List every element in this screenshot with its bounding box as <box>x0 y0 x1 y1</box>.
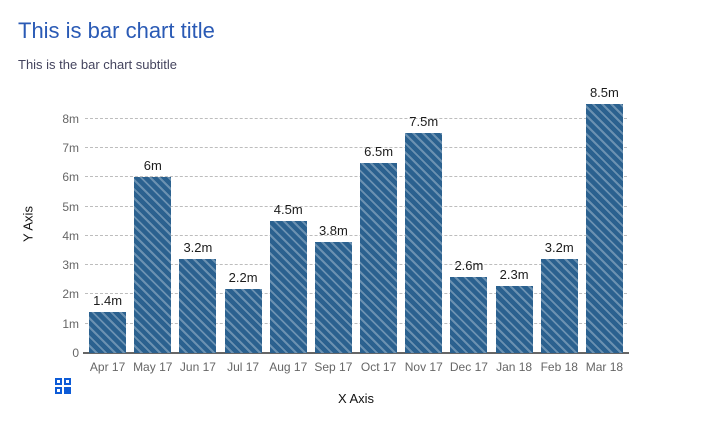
y-tick-label: 0 <box>72 346 79 360</box>
x-tick-label: Jun 17 <box>179 360 216 374</box>
bar-value-label: 2.6m <box>454 257 484 273</box>
plot-area: 0 1m 2m 3m 4m 5m 6m 7m 8m 1.4m Apr 17 6m May 17 3.2m J… <box>62 85 629 374</box>
bar-value-label: 6.5m <box>364 143 394 159</box>
bar-apr-17[interactable] <box>89 311 127 353</box>
gridline <box>85 234 627 236</box>
gridline <box>85 264 627 266</box>
x-tick-label: Aug 17 <box>269 360 308 374</box>
grid-menu-icon <box>64 378 71 385</box>
bar-value-label: 6m <box>143 158 162 174</box>
bar-jul-17[interactable] <box>224 288 262 353</box>
bar-may-17[interactable] <box>134 177 172 353</box>
bar-value-label: 1.4m <box>93 292 123 308</box>
x-tick-label: Oct 17 <box>360 360 397 374</box>
bar-feb-18[interactable] <box>540 259 578 353</box>
y-tick-label: 1m <box>62 316 79 331</box>
x-tick-label: May 17 <box>133 360 173 374</box>
x-tick-label: Mar 18 <box>585 360 624 374</box>
x-tick-label: Nov 17 <box>404 360 443 374</box>
grid-menu-icon <box>64 387 71 394</box>
y-tick-label: 4m <box>62 228 79 243</box>
export-menu-button[interactable] <box>55 378 71 394</box>
bar-jun-17[interactable] <box>179 259 217 353</box>
x-tick-label: Feb 18 <box>540 360 578 374</box>
bar-sep-17[interactable] <box>314 241 352 353</box>
y-tick-label: 2m <box>62 287 79 302</box>
y-tick-label: 6m <box>62 170 79 185</box>
y-tick-label: 5m <box>62 199 79 214</box>
bar-value-label: 3.2m <box>183 240 213 256</box>
bar-value-label: 3.2m <box>544 240 574 256</box>
x-axis-title: X Axis <box>337 391 375 406</box>
bar-value-label: 3.8m <box>318 222 348 238</box>
x-tick-label: Dec 17 <box>449 360 488 374</box>
x-tick-label: Jul 17 <box>227 360 260 374</box>
x-tick-label: Jan 18 <box>496 360 533 374</box>
y-axis-title: Y Axis <box>20 206 36 242</box>
gridline <box>85 117 627 119</box>
grid-menu-icon <box>55 378 62 385</box>
bar-value-label: 4.5m <box>273 202 303 218</box>
bar-oct-17[interactable] <box>360 162 398 353</box>
bar-nov-17[interactable] <box>405 133 443 353</box>
x-tick-label: Apr 17 <box>89 360 126 374</box>
bar-jan-18[interactable] <box>495 285 533 353</box>
y-tick-label: 8m <box>62 111 79 126</box>
bar-dec-17[interactable] <box>450 276 488 353</box>
y-tick-label: 7m <box>62 140 79 155</box>
bar-value-label: 2.3m <box>499 266 529 282</box>
grid-menu-icon <box>55 387 62 394</box>
gridline <box>85 176 627 178</box>
gridline <box>85 205 627 207</box>
chart-title: This is bar chart title <box>18 18 215 43</box>
gridline <box>85 293 627 295</box>
bar-aug-17[interactable] <box>269 221 307 353</box>
y-tick-label: 3m <box>62 258 79 273</box>
bar-value-label: 8.5m <box>589 84 619 100</box>
bar-mar-18[interactable] <box>585 103 623 353</box>
gridline <box>85 146 627 148</box>
bar-value-label: 7.5m <box>409 114 439 130</box>
x-tick-label: Sep 17 <box>314 360 353 374</box>
gridline <box>85 322 627 324</box>
x-axis-line <box>83 352 629 354</box>
bar-value-label: 2.2m <box>228 269 258 285</box>
chart-subtitle: This is the bar chart subtitle <box>18 57 177 72</box>
